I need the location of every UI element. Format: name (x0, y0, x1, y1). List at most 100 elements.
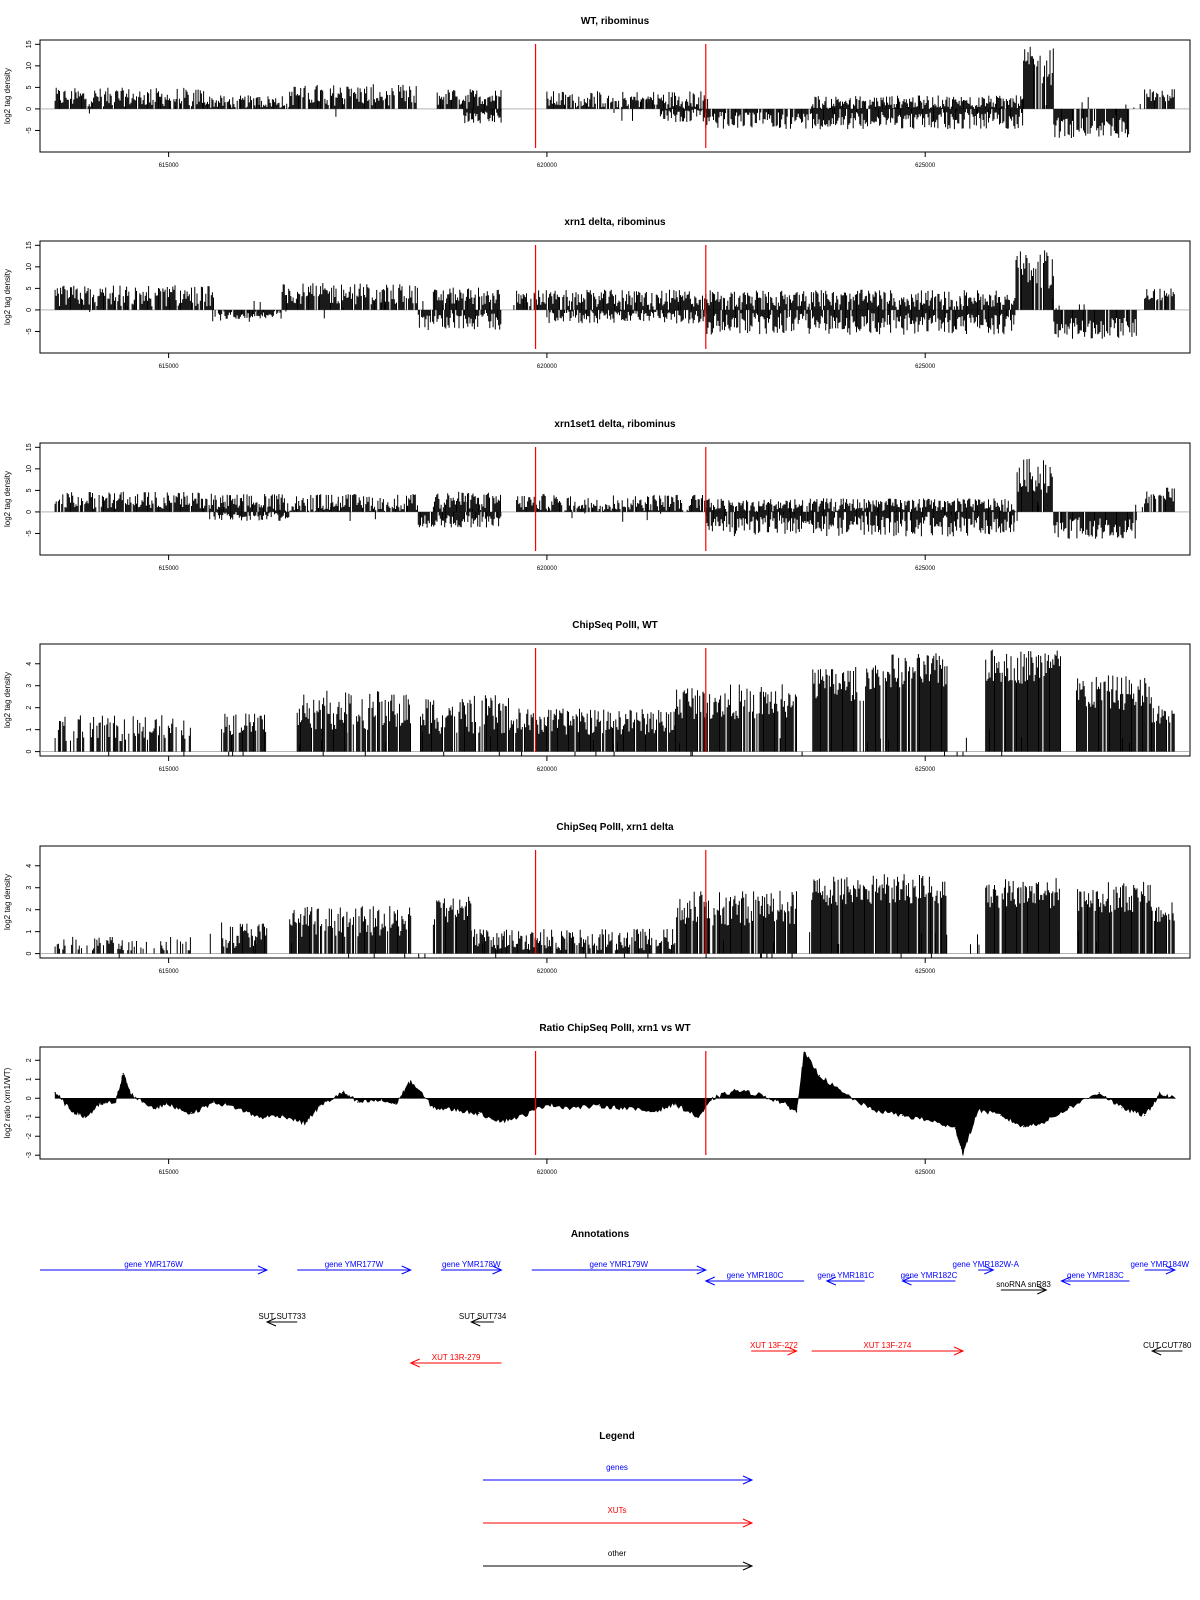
x-tick-label: 620000 (537, 969, 558, 975)
ratio-point (977, 1109, 979, 1111)
ratio-point (130, 1093, 132, 1096)
ratio-point (168, 1103, 170, 1105)
chart-title: ChipSeq PolII, WT (572, 620, 658, 631)
ratio-point (478, 1112, 480, 1114)
y-tick-label: 10 (26, 62, 33, 70)
chart-title: xrn1 delta, ribominus (564, 217, 666, 228)
y-tick-label: 5 (26, 85, 33, 89)
ratio-point (622, 1107, 624, 1109)
ratio-point (1098, 1092, 1100, 1094)
y-axis-label: log2 tag density (3, 471, 12, 527)
x-tick-label: 625000 (915, 1170, 936, 1176)
plot-frame (39, 643, 1191, 757)
annotation-other: SUT SUT734 (459, 1312, 507, 1327)
arrowhead (901, 1276, 912, 1286)
annotations-track: Annotations gene YMR176W gene YMR177W gene … (40, 1229, 1192, 1368)
legend-item-other: other (483, 1549, 754, 1571)
data-layer (54, 1051, 1176, 1156)
y-tick-label: 10 (26, 465, 33, 473)
arrowhead (696, 1265, 708, 1275)
bar-series (54, 458, 1175, 539)
x-tick-label: 615000 (159, 566, 180, 572)
annotation-xut: XUT 13F-272 (750, 1341, 798, 1356)
ratio-point (304, 1122, 306, 1124)
legend-label: genes (606, 1463, 628, 1472)
y-tick-label: -2 (26, 1133, 33, 1139)
chart-title: WT, ribominus (581, 16, 650, 27)
annotation-gene: gene YMR180C (704, 1271, 805, 1286)
y-tick-label: 0 (26, 750, 33, 754)
annotation-label: XUT 13R-279 (432, 1353, 481, 1362)
plot-frame (39, 240, 1191, 354)
arrowhead (787, 1346, 798, 1356)
y-tick-label: 0 (26, 107, 33, 111)
chart-panel-6: Ratio ChipSeq PolII, xrn1 vs WT log2 rati… (3, 1023, 1191, 1176)
ratio-point (674, 1103, 677, 1105)
ratio-point (735, 1090, 737, 1092)
data-layer (40, 46, 1190, 138)
ratio-point (871, 1109, 873, 1111)
y-tick-label: 0 (26, 1096, 33, 1100)
annotation-label: gene YMR180C (727, 1271, 784, 1280)
ratio-point (523, 1114, 525, 1116)
ratio-point (432, 1107, 434, 1109)
x-tick-label: 620000 (537, 566, 558, 572)
ratio-point (932, 1120, 934, 1122)
annotation-label: gene YMR176W (124, 1260, 183, 1269)
ratio-point (796, 1110, 798, 1113)
annotation-gene: gene YMR182C (901, 1271, 958, 1286)
y-tick-label: -5 (26, 127, 33, 133)
annotation-label: gene YMR177W (325, 1260, 384, 1269)
y-tick-label: 15 (26, 443, 33, 451)
bar-series (54, 46, 1175, 138)
ratio-point (500, 1120, 503, 1122)
annotation-label: CUT CUT780 (1143, 1341, 1192, 1350)
y-tick-label: 4 (26, 662, 33, 666)
ratio-point (69, 1109, 71, 1111)
ratio-point (652, 1110, 654, 1113)
x-tick-label: 615000 (159, 969, 180, 975)
y-tick-label: 4 (26, 864, 33, 868)
x-tick-label: 625000 (915, 163, 936, 169)
ratio-point (319, 1105, 321, 1107)
data-layer (40, 649, 1190, 756)
annotation-xut: XUT 13R-279 (409, 1353, 502, 1368)
y-tick-label: 15 (26, 241, 33, 249)
ratio-point (281, 1114, 283, 1116)
ratio-point (1068, 1107, 1070, 1109)
y-tick-label: -1 (26, 1114, 33, 1120)
ratio-point (780, 1101, 783, 1103)
chart-title: xrn1set1 delta, ribominus (554, 419, 676, 430)
y-tick-label: 3 (26, 684, 33, 688)
annotation-label: snoRNA snR83 (996, 1280, 1051, 1289)
legend-label: XUTs (607, 1506, 626, 1515)
ratio-point (954, 1128, 957, 1130)
annotation-label: gene YMR182C (901, 1271, 958, 1280)
annotation-label: XUT 13F-272 (750, 1341, 798, 1350)
ratio-point (599, 1105, 601, 1107)
arrowhead (409, 1358, 420, 1368)
x-tick-label: 615000 (159, 1170, 180, 1176)
y-axis-label: log2 tag density (3, 269, 12, 325)
data-layer (40, 250, 1190, 339)
y-tick-label: -5 (26, 328, 33, 334)
arrowhead (953, 1346, 965, 1356)
legend-item-xut: XUTs (483, 1506, 754, 1528)
ratio-point (712, 1097, 715, 1099)
annotation-gene: gene YMR182W-A (953, 1260, 1020, 1275)
arrowhead (257, 1265, 269, 1275)
ratio-point (342, 1092, 344, 1094)
ratio-point (99, 1103, 102, 1105)
annotation-gene: gene YMR181C (817, 1271, 874, 1286)
ratio-point (122, 1073, 124, 1075)
annotation-label: gene YMR184W (1130, 1260, 1189, 1269)
annotation-xut: XUT 13F-274 (811, 1341, 965, 1356)
arrowhead (401, 1265, 412, 1275)
bar-series (54, 250, 1175, 339)
ratio-point (697, 1116, 699, 1118)
arrowhead (1150, 1346, 1162, 1356)
y-tick-label: 2 (26, 1058, 33, 1062)
ratio-point (841, 1092, 843, 1094)
arrowhead (1060, 1276, 1071, 1286)
y-axis-label: log2 tag density (3, 874, 12, 930)
